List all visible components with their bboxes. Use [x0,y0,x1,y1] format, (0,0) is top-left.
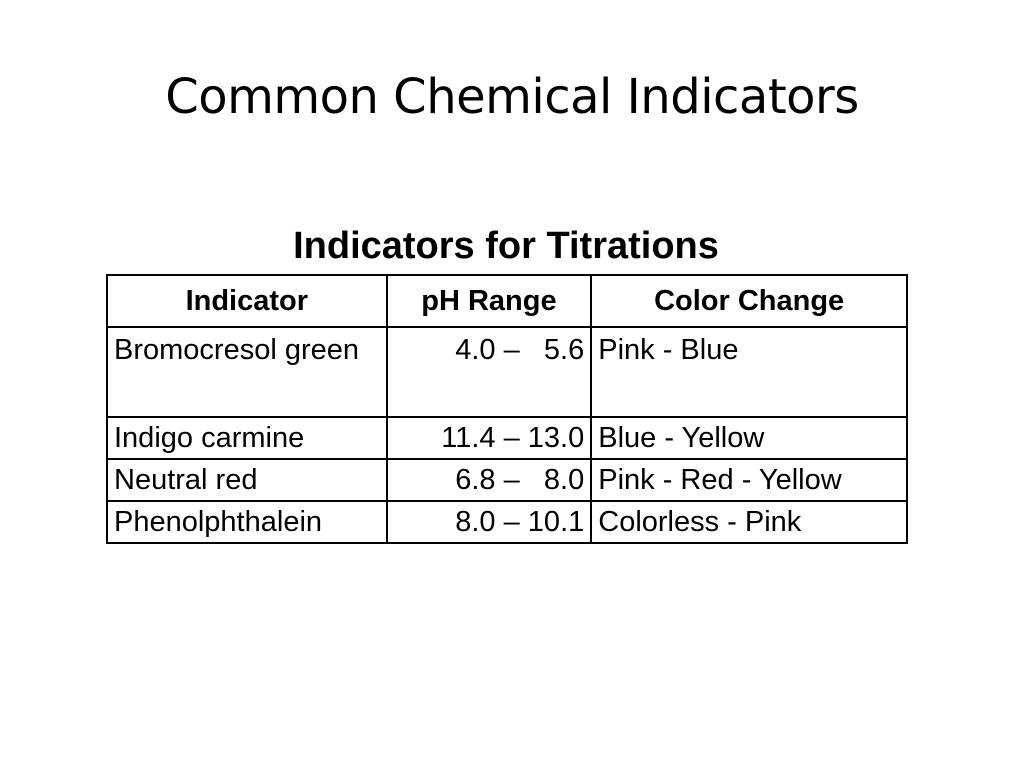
ph-range: 8.0 – 10.1 [385,500,593,544]
table-row: Phenolphthalein 8.0 – 10.1 Colorless - P… [106,500,908,544]
table-title: Indicators for Titrations [293,225,719,267]
table-row: Indigo carmine 11.4 – 13.0 Blue - Yellow [106,416,908,460]
slide-title: Common Chemical Indicators [165,69,859,125]
table-header-row: Indicator pH Range Color Change [106,274,908,328]
color-change: Pink - Red - Yellow [590,458,908,502]
indicator-name: Phenolphthalein [106,500,388,544]
table-row: Neutral red 6.8 – 8.0 Pink - Red - Yello… [106,458,908,502]
header-ph-range: pH Range [385,274,593,328]
indicators-table: Indicator pH Range Color Change Bromocre… [106,274,908,544]
ph-range: 4.0 – 5.6 [385,326,593,418]
header-indicator: Indicator [106,274,388,328]
indicator-name: Indigo carmine [106,416,388,460]
ph-range: 11.4 – 13.0 [385,416,593,460]
color-change: Pink - Blue [590,326,908,418]
indicator-name: Neutral red [106,458,388,502]
header-color-change: Color Change [590,274,908,328]
indicator-name: Bromocresol green [106,326,388,418]
table-row: Bromocresol green 4.0 – 5.6 Pink - Blue [106,326,908,418]
color-change: Colorless - Pink [590,500,908,544]
ph-range: 6.8 – 8.0 [385,458,593,502]
color-change: Blue - Yellow [590,416,908,460]
